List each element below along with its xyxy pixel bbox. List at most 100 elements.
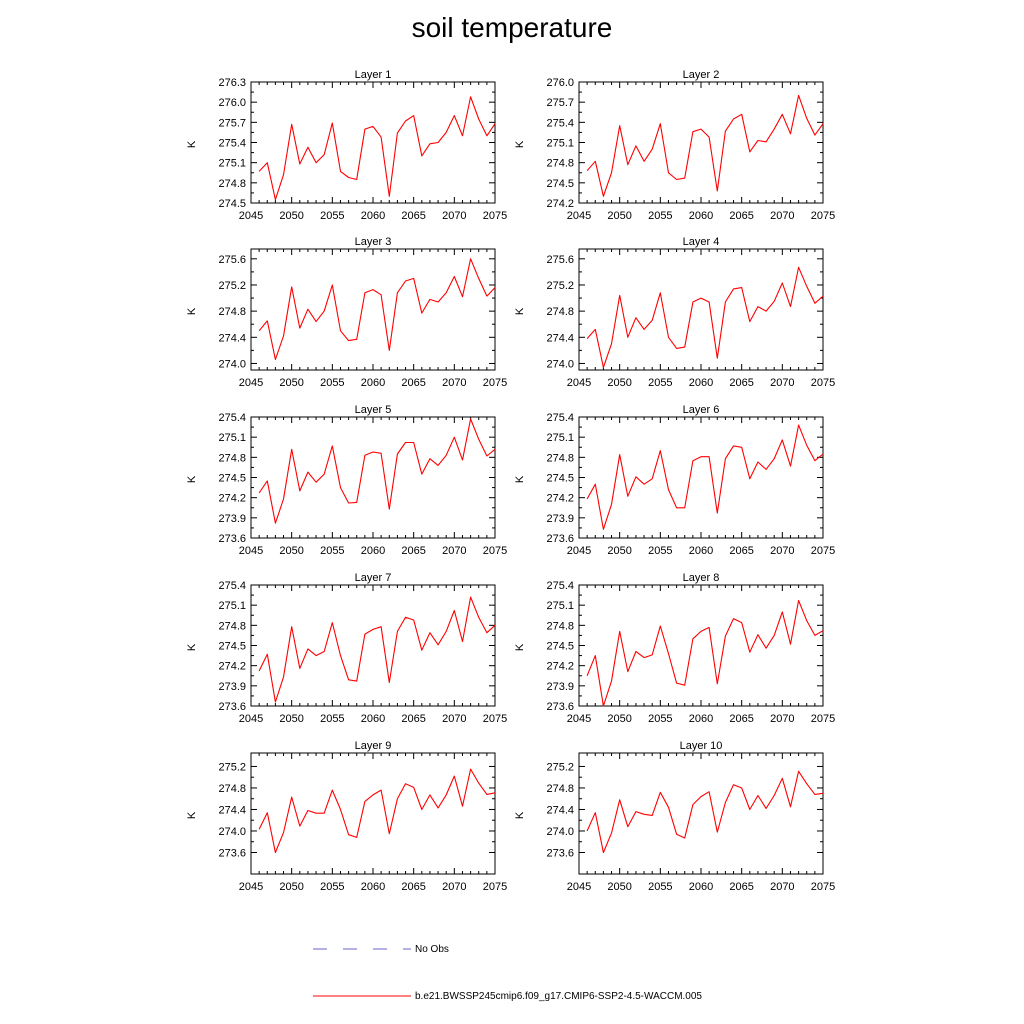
panel-layer-9: Layer 9 K 273.6 274.0 274.4 274.8 275.2 2045 205… — [186, 740, 507, 893]
y-tick-label: 275.1 — [218, 432, 246, 444]
y-tick-label: 275.1 — [546, 600, 574, 612]
panel-title: Layer 6 — [683, 404, 720, 416]
y-tick-label: 274.8 — [218, 452, 246, 464]
x-tick-label: 2075 — [483, 377, 507, 389]
x-tick-label: 2070 — [442, 881, 466, 893]
y-tick-label: 273.9 — [218, 513, 246, 525]
y-tick-label: 275.4 — [218, 580, 246, 592]
x-tick-label: 2055 — [648, 881, 672, 893]
y-tick-label: 274.8 — [546, 306, 574, 318]
y-tick-label: 275.2 — [546, 280, 574, 292]
x-tick-label: 2060 — [689, 377, 713, 389]
x-tick-label: 2070 — [442, 377, 466, 389]
y-tick-label: 274.8 — [546, 158, 574, 170]
y-tick-label: 274.8 — [218, 620, 246, 632]
y-tick-label: 276.0 — [218, 97, 246, 109]
panel-layer-3: Layer 3 K 274.0 274.4 274.8 275.2 275.6 2045 205… — [186, 236, 507, 389]
x-tick-label: 2050 — [279, 210, 303, 222]
y-tick-label: 275.1 — [218, 600, 246, 612]
panel-title: Layer 10 — [680, 740, 723, 752]
y-tick-label: 274.5 — [218, 641, 246, 653]
x-tick-label: 2050 — [607, 377, 631, 389]
series-line — [258, 596, 496, 703]
x-tick-label: 2045 — [567, 377, 591, 389]
panel-layer-7: Layer 7 K 273.6 273.9 274.2 274.5 274.8 275.1 27… — [186, 572, 507, 725]
x-tick-label: 2060 — [689, 713, 713, 725]
series-line — [586, 266, 824, 368]
plot-frame — [250, 584, 496, 707]
x-tick-label: 2060 — [361, 210, 385, 222]
y-tick-label: 274.2 — [218, 661, 246, 673]
y-tick-label: 275.1 — [218, 158, 246, 170]
y-tick-label: 273.9 — [218, 681, 246, 693]
y-tick-label: 273.6 — [218, 847, 246, 859]
y-tick-label: 275.2 — [546, 761, 574, 773]
y-axis-label: K — [514, 140, 526, 148]
y-tick-label: 273.6 — [546, 533, 574, 545]
panel-title: Layer 1 — [355, 69, 392, 81]
plot-frame — [578, 584, 824, 707]
chart-title: soil temperature — [411, 12, 613, 43]
y-tick-label: 274.5 — [218, 473, 246, 485]
y-tick-label: 274.8 — [546, 452, 574, 464]
x-tick-label: 2065 — [401, 210, 425, 222]
y-axis-label: K — [514, 811, 526, 819]
panel-title: Layer 3 — [355, 236, 392, 248]
x-tick-label: 2065 — [729, 377, 753, 389]
panel-title: Layer 2 — [683, 69, 720, 81]
y-tick-label: 275.4 — [546, 117, 574, 129]
series-line — [586, 94, 824, 197]
y-axis-label: K — [514, 475, 526, 483]
y-tick-label: 274.5 — [546, 473, 574, 485]
x-tick-label: 2070 — [770, 713, 794, 725]
y-tick-label: 274.4 — [546, 804, 574, 816]
x-tick-label: 2055 — [648, 545, 672, 557]
x-tick-label: 2070 — [770, 377, 794, 389]
y-tick-label: 275.6 — [546, 254, 574, 266]
x-tick-label: 2060 — [689, 545, 713, 557]
x-tick-label: 2065 — [401, 713, 425, 725]
x-tick-label: 2075 — [811, 545, 835, 557]
x-tick-label: 2045 — [239, 377, 263, 389]
panel-title: Layer 5 — [355, 404, 392, 416]
series-line — [258, 96, 496, 201]
x-tick-label: 2065 — [401, 377, 425, 389]
y-tick-label: 273.6 — [546, 847, 574, 859]
y-tick-label: 274.8 — [546, 783, 574, 795]
y-tick-label: 274.0 — [218, 826, 246, 838]
y-tick-label: 274.8 — [218, 783, 246, 795]
x-tick-label: 2075 — [483, 713, 507, 725]
x-tick-label: 2045 — [239, 210, 263, 222]
x-tick-label: 2060 — [361, 377, 385, 389]
x-tick-label: 2050 — [607, 881, 631, 893]
x-tick-label: 2070 — [770, 210, 794, 222]
y-tick-label: 275.4 — [546, 412, 574, 424]
x-tick-label: 2045 — [567, 881, 591, 893]
y-tick-label: 274.2 — [546, 661, 574, 673]
y-tick-label: 276.3 — [218, 77, 246, 89]
y-tick-label: 273.6 — [218, 533, 246, 545]
plot-frame — [578, 752, 824, 875]
series-line — [258, 258, 496, 361]
y-tick-label: 275.2 — [218, 761, 246, 773]
x-tick-label: 2075 — [811, 377, 835, 389]
y-tick-label: 274.8 — [218, 178, 246, 190]
x-tick-label: 2045 — [567, 545, 591, 557]
y-tick-label: 274.0 — [546, 826, 574, 838]
x-tick-label: 2055 — [320, 881, 344, 893]
panel-title: Layer 7 — [355, 572, 392, 584]
x-tick-label: 2065 — [401, 881, 425, 893]
y-axis-label: K — [514, 307, 526, 315]
x-tick-label: 2065 — [401, 545, 425, 557]
x-tick-label: 2060 — [361, 713, 385, 725]
y-axis-label: K — [186, 811, 198, 819]
y-tick-label: 274.0 — [546, 358, 574, 370]
y-axis-label: K — [186, 307, 198, 315]
x-tick-label: 2055 — [320, 377, 344, 389]
x-tick-label: 2055 — [320, 545, 344, 557]
y-axis-label: K — [186, 140, 198, 148]
panel-title: Layer 9 — [355, 740, 392, 752]
x-tick-label: 2050 — [279, 881, 303, 893]
x-tick-label: 2055 — [648, 377, 672, 389]
